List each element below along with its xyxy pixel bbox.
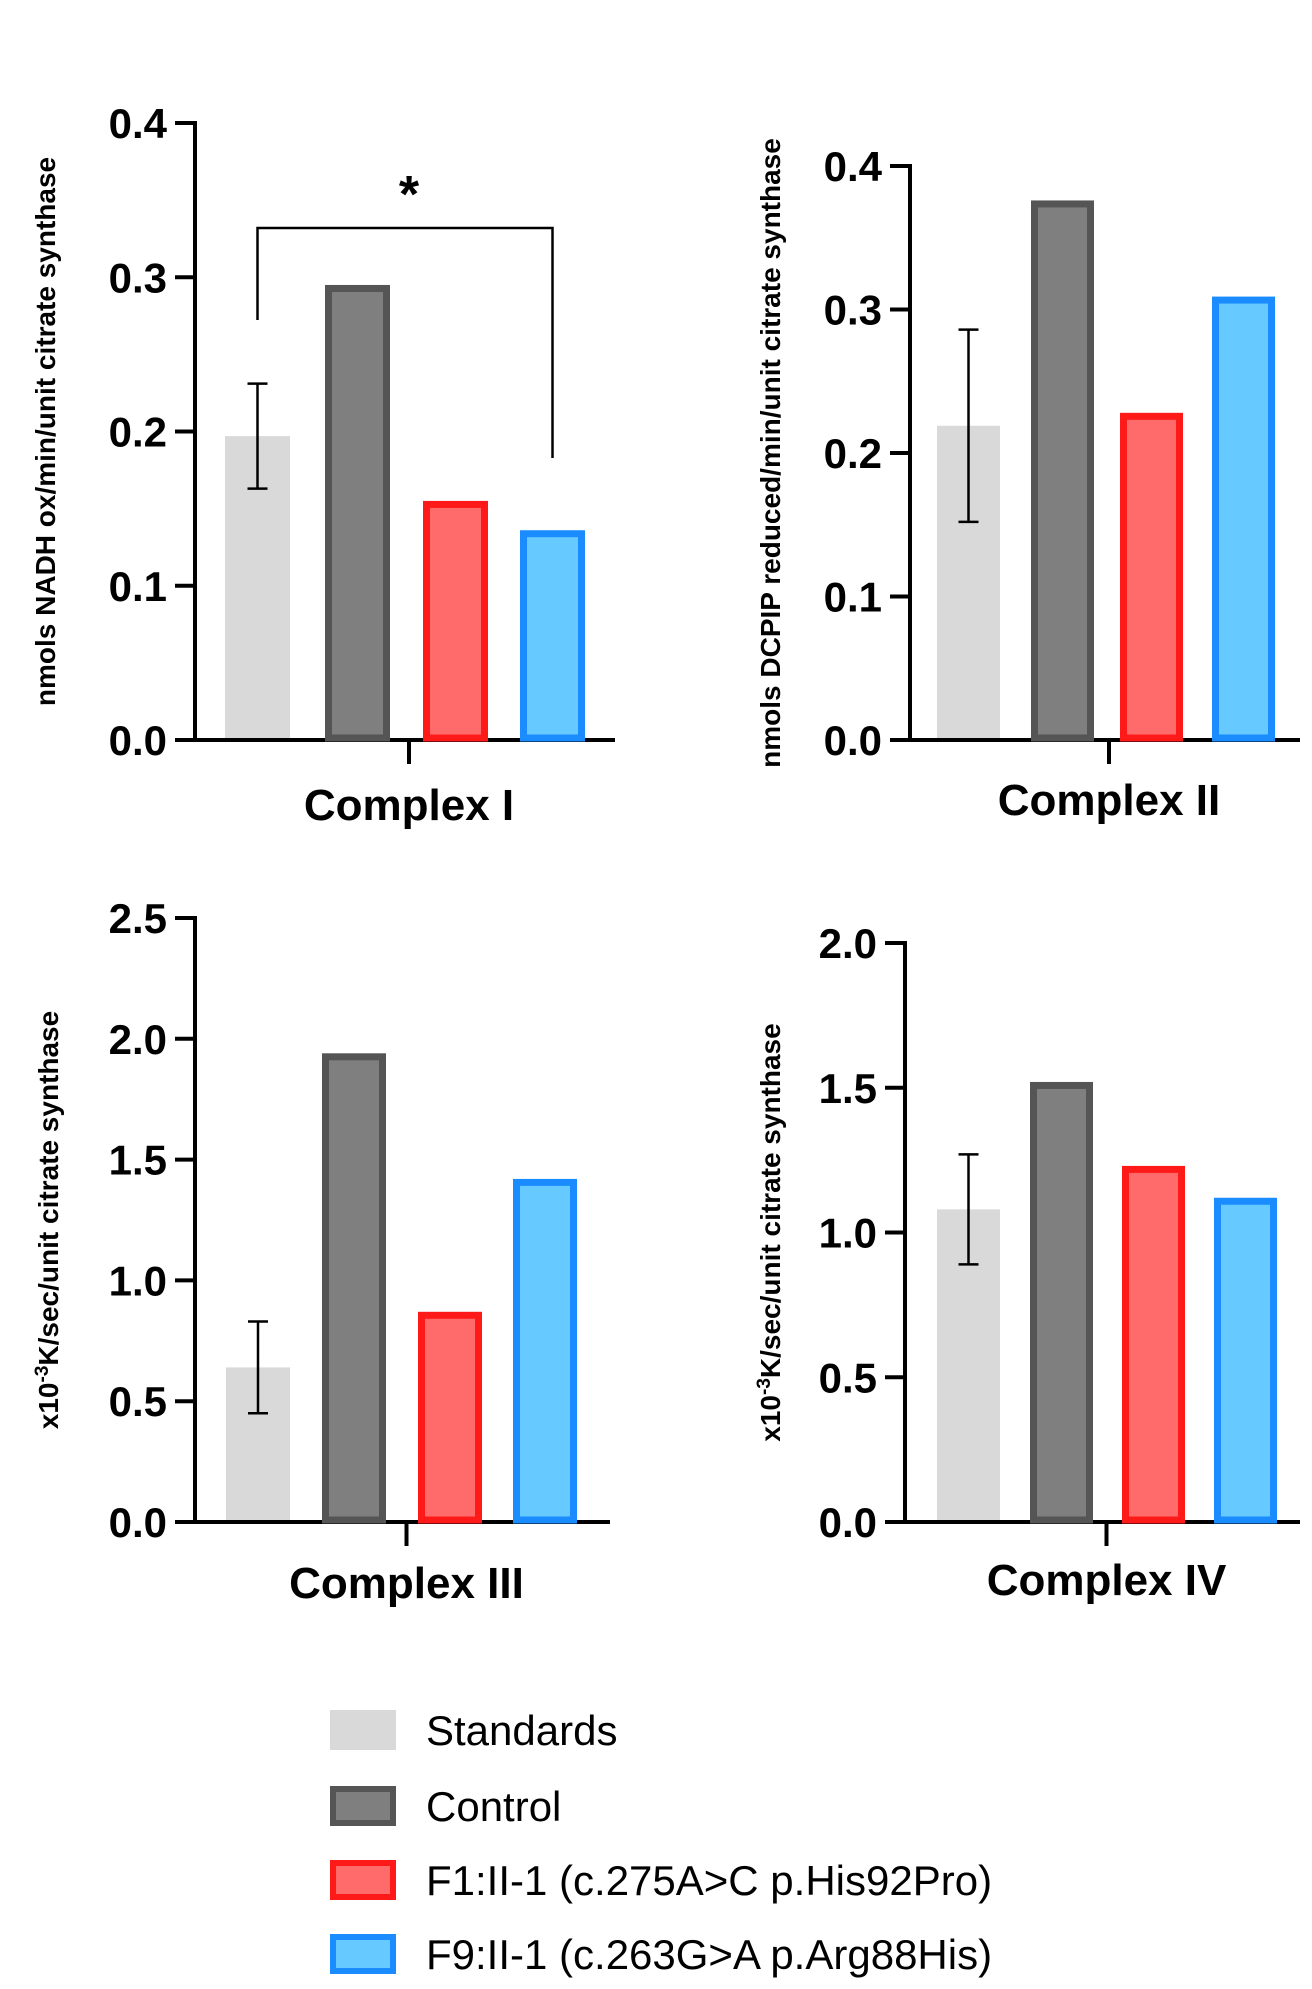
y-tick-label: 0.5	[109, 1378, 167, 1425]
y-tick-label: 2.5	[109, 895, 167, 942]
y-tick-label: 0.2	[824, 430, 882, 477]
bar-f1-ii-1	[423, 500, 488, 742]
chart-panel-2: 0.0 0.1 0.2 0.3 0.4 Complex II nmols DCPIP red…	[755, 138, 1300, 825]
y-tick-label: 1.0	[819, 1210, 877, 1257]
y-tick-label: 2.0	[109, 1016, 167, 1063]
chart-panel-3: 0.0 0.5 1.0 1.5 2.0 2.5 Complex III x10-3K/sec/…	[32, 895, 610, 1608]
significance-label: *	[399, 166, 420, 224]
significance-bracket	[256, 226, 554, 458]
y-tick-label: 0.3	[824, 287, 882, 334]
y-tick-label: 1.5	[819, 1065, 877, 1112]
y-tick-label: 0.0	[109, 1499, 167, 1546]
y-tick-label: 1.5	[109, 1137, 167, 1184]
legend-swatch	[330, 1710, 396, 1750]
x-axis-title: Complex IV	[987, 1556, 1227, 1605]
y-tick-label: 0.4	[109, 100, 168, 147]
legend-item: F9:II-1 (c.263G>A p.Arg88His)	[330, 1931, 992, 1978]
bar-control	[1031, 200, 1094, 742]
y-tick-label: 1.0	[109, 1257, 167, 1304]
bar-control	[325, 284, 390, 742]
legend-label: F1:II-1 (c.275A>C p.His92Pro)	[426, 1857, 992, 1904]
x-axis-title: Complex III	[289, 1559, 524, 1608]
bar-f9-ii-1	[520, 530, 585, 742]
legend-swatch	[330, 1786, 396, 1826]
y-axis-title-prefix: x10	[33, 1383, 64, 1430]
bar-f9-ii-1	[1214, 1197, 1277, 1524]
y-tick-label: 0.1	[824, 574, 882, 621]
y-tick-label: 0.1	[109, 563, 167, 610]
y-axis-title: x10-3K/sec/unit citrate synthase	[754, 1023, 786, 1441]
y-tick-label: 0.2	[109, 409, 167, 456]
y-axis-title: nmols DCPIP reduced/min/unit citrate syn…	[755, 138, 786, 768]
y-axis-title-suffix: K/sec/unit citrate synthase	[33, 1011, 64, 1366]
legend: Standards Control F1:II-1 (c.275A>C p.His9…	[330, 1707, 992, 1978]
chart-panel-4: 0.0 0.5 1.0 1.5 2.0 Complex IV x10-3K/sec/unit…	[754, 920, 1300, 1605]
y-tick-label: 0.4	[824, 143, 883, 190]
legend-swatch	[330, 1860, 396, 1900]
legend-swatch	[330, 1934, 396, 1974]
bar-f9-ii-1	[513, 1178, 577, 1524]
y-tick-label: 0.3	[109, 254, 167, 301]
y-axis-title-suffix: K/sec/unit citrate synthase	[755, 1023, 786, 1378]
y-tick-label: 0.0	[109, 717, 167, 764]
y-tick-label: 2.0	[819, 920, 877, 967]
legend-label: Control	[426, 1783, 561, 1830]
x-axis-title: Complex I	[304, 781, 514, 830]
y-axis-title: x10-3K/sec/unit citrate synthase	[32, 1011, 64, 1429]
legend-item: F1:II-1 (c.275A>C p.His92Pro)	[330, 1857, 992, 1904]
bar-control	[1030, 1081, 1093, 1524]
y-axis-title: nmols NADH ox/min/unit citrate synthase	[30, 157, 61, 706]
y-tick-label: 0.0	[824, 717, 882, 764]
legend-label: F9:II-1 (c.263G>A p.Arg88His)	[426, 1931, 992, 1978]
bar-f1-ii-1	[1122, 1165, 1185, 1524]
bar-f9-ii-1	[1212, 296, 1275, 742]
legend-label: Standards	[426, 1707, 617, 1754]
bar-f1-ii-1	[418, 1311, 482, 1524]
x-axis-title: Complex II	[998, 776, 1221, 825]
y-axis-title-exponent: -3	[754, 1378, 775, 1395]
y-axis-title-exponent: -3	[32, 1366, 53, 1383]
chart-panel-1: 0.0 0.1 0.2 0.3 0.4 * Complex I nmols NADH ox/m…	[30, 100, 615, 830]
legend-item: Control	[330, 1783, 561, 1830]
y-axis-title-prefix: x10	[755, 1395, 786, 1442]
y-tick-label: 0.5	[819, 1354, 877, 1401]
bar-control	[322, 1053, 386, 1524]
legend-item: Standards	[330, 1707, 617, 1754]
y-tick-label: 0.0	[819, 1499, 877, 1546]
bar-f1-ii-1	[1120, 412, 1183, 742]
